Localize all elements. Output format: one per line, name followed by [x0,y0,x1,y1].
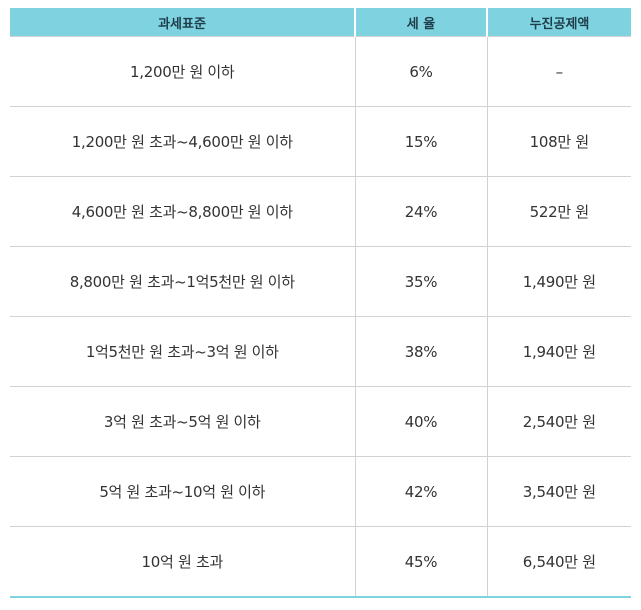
table-row: 10억 원 초과 45% 6,540만 원 [10,526,631,596]
table-bottom-rule [10,596,631,598]
tax-rate-table-container: 과세표준 세 율 누진공제액 1,200만 원 이하 6% – 1,200만 원… [10,8,631,598]
tax-rate-table: 과세표준 세 율 누진공제액 1,200만 원 이하 6% – 1,200만 원… [10,8,631,596]
table-row: 1,200만 원 초과~4,600만 원 이하 15% 108만 원 [10,106,631,177]
cell-tax-base: 1,200만 원 이하 [10,36,355,107]
cell-tax-base: 1억5천만 원 초과~3억 원 이하 [10,316,355,387]
table-row: 8,800만 원 초과~1억5천만 원 이하 35% 1,490만 원 [10,246,631,317]
table-header: 과세표준 세 율 누진공제액 [10,8,631,37]
cell-deduction: 108만 원 [486,106,631,177]
cell-tax-rate: 40% [354,386,487,457]
cell-deduction: 1,940만 원 [486,316,631,387]
cell-deduction: 6,540만 원 [486,526,631,596]
table-row: 1억5천만 원 초과~3억 원 이하 38% 1,940만 원 [10,316,631,387]
header-progressive-deduction: 누진공제액 [486,8,631,37]
cell-deduction: 2,540만 원 [486,386,631,457]
header-tax-base: 과세표준 [10,8,355,37]
cell-tax-rate: 24% [354,176,487,247]
header-tax-rate: 세 율 [354,8,487,37]
cell-tax-base: 3억 원 초과~5억 원 이하 [10,386,355,457]
cell-tax-base: 10억 원 초과 [141,553,224,571]
cell-deduction: 1,490만 원 [486,246,631,317]
cell-tax-rate: 15% [354,106,487,177]
cell-deduction: – [486,36,631,107]
table-row: 5억 원 초과~10억 원 이하 42% 3,540만 원 [10,456,631,527]
table-row: 3억 원 초과~5억 원 이하 40% 2,540만 원 [10,386,631,457]
cell-tax-rate: 38% [354,316,487,387]
cell-tax-base: 4,600만 원 초과~8,800만 원 이하 [10,176,355,247]
cell-tax-rate: 35% [354,246,487,317]
cell-tax-rate: 6% [354,36,487,107]
table-row: 4,600만 원 초과~8,800만 원 이하 24% 522만 원 [10,176,631,247]
cell-tax-base: 1,200만 원 초과~4,600만 원 이하 [10,106,355,177]
header-row: 과세표준 세 율 누진공제액 [10,8,631,37]
cell-tax-base: 5억 원 초과~10억 원 이하 [10,456,355,527]
cell-tax-rate: 45% [354,526,487,596]
table-body: 1,200만 원 이하 6% – 1,200만 원 초과~4,600만 원 이하… [10,36,631,596]
cell-deduction: 522만 원 [486,176,631,247]
cell-tax-rate: 42% [354,456,487,527]
table-row: 1,200만 원 이하 6% – [10,36,631,107]
cell-tax-base: 8,800만 원 초과~1억5천만 원 이하 [10,246,355,317]
cell-deduction: 3,540만 원 [486,456,631,527]
